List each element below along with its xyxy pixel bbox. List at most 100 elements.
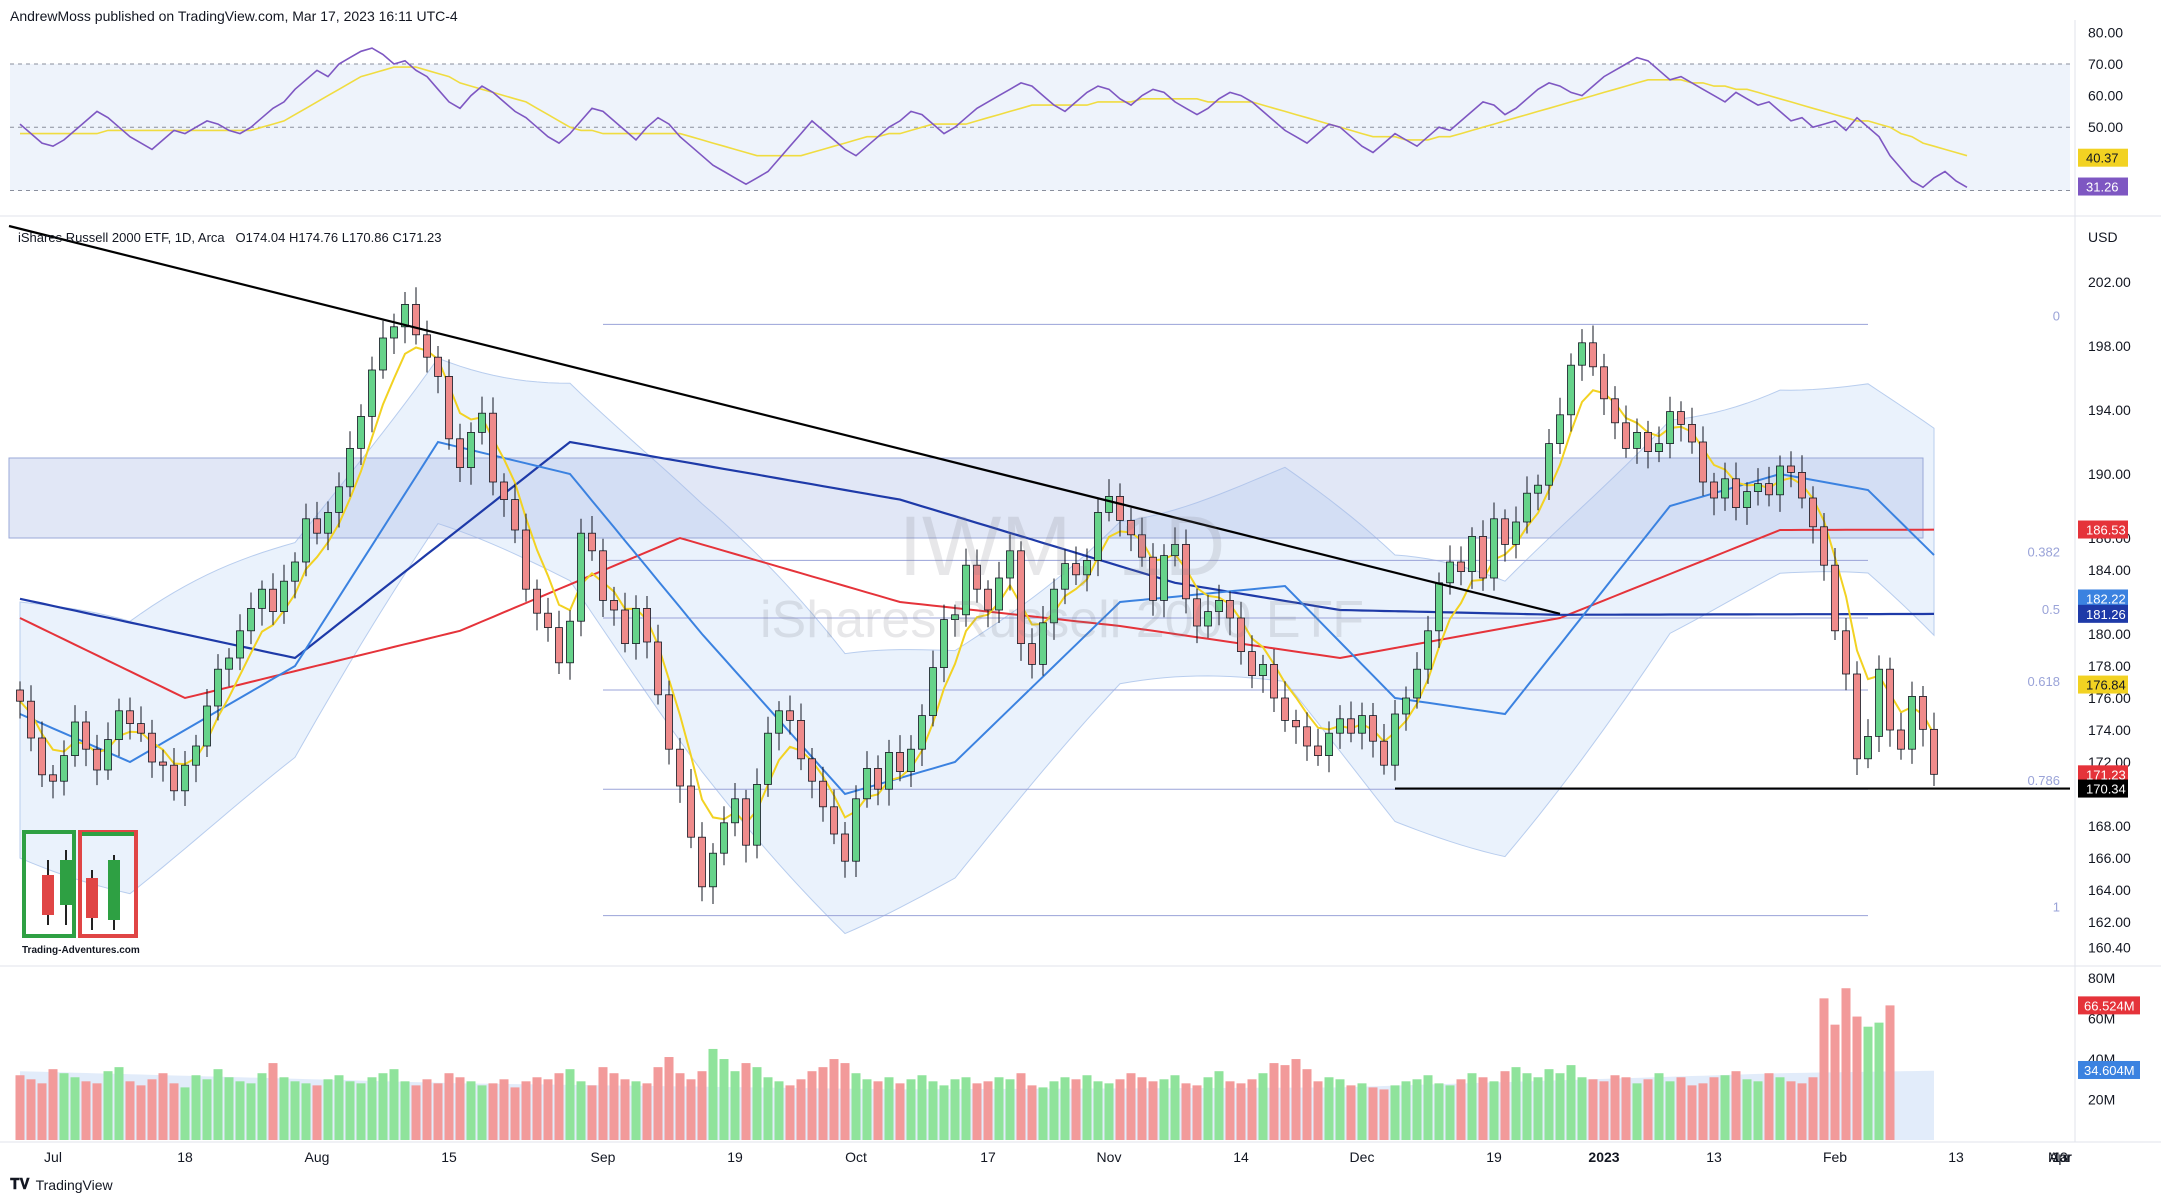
candle-body [1347,718,1355,734]
volume-bar [356,1083,366,1140]
candle-body [852,798,860,862]
volume-bar [26,1079,36,1140]
rsi-line [19,47,1968,189]
candle-body [1105,495,1113,513]
volume-bar [400,1081,410,1140]
volume-bars [15,988,1895,1140]
candle-body [830,806,838,835]
volume-bar [1005,1079,1015,1140]
volume-bar [114,1067,124,1140]
candle-body [1842,630,1850,675]
rsi-tick-label: 70.00 [2088,56,2123,72]
volume-bar [807,1071,817,1140]
volume-bar [1137,1077,1147,1140]
candle-body [698,836,706,888]
candle-body [1138,534,1146,558]
volume-bar [1093,1081,1103,1140]
volume-bar [1654,1073,1664,1140]
volume-bar [1434,1083,1444,1140]
candle-body [819,780,827,808]
time-tick-label: 19 [727,1149,743,1165]
price-tick-label: 176.00 [2088,690,2131,706]
candle-body [1303,726,1311,747]
candle-body [1402,697,1410,715]
volume-bar [906,1079,916,1140]
candle-body [104,739,112,771]
time-tick-label: 2023 [1588,1149,1619,1165]
price-tick-label: 160.40 [2088,940,2131,956]
candle-body [1622,422,1630,449]
candle-body [1061,563,1069,590]
candle-body [1710,481,1718,499]
price-tick-label: 180.00 [2088,626,2131,642]
volume-bar [1423,1075,1433,1140]
volume-bar [719,1059,729,1140]
candle-body [566,620,574,664]
volume-bar [1247,1079,1257,1140]
candle-body [280,580,288,613]
volume-bar [510,1087,520,1140]
candle-body [654,641,662,696]
volume-bar [1500,1071,1510,1140]
publisher-line: AndrewMoss published on TradingView.com,… [10,8,458,24]
candle-body [1633,431,1641,449]
volume-bar [1555,1073,1565,1140]
candle-body [115,710,123,740]
candle-body [995,577,1003,611]
price-tick-label: 174.00 [2088,722,2131,738]
candle-body [1677,411,1685,425]
candle-body [390,326,398,339]
candle-body [258,588,266,609]
volume-bar [565,1069,575,1140]
candle-body [423,334,431,358]
volume-bar [1291,1059,1301,1140]
candle-body [533,588,541,614]
volume-bar [532,1077,542,1140]
candle-body [687,785,695,838]
candle-body [335,486,343,513]
candle-body [1358,715,1366,734]
candle-body [753,784,761,846]
candle-body [1479,536,1487,579]
time-tick-label: 13 [1706,1149,1722,1165]
price-tick-label: 184.00 [2088,562,2131,578]
price-tag-box [2078,675,2128,694]
volume-tick-label: 80M [2088,970,2115,986]
candle-body [1237,617,1245,652]
volume-bar [1698,1083,1708,1140]
time-tick-label: Feb [1823,1149,1847,1165]
candle-body [841,833,849,862]
candle-body [1490,518,1498,579]
volume-bar [521,1081,531,1140]
price-tick-label: 194.00 [2088,402,2131,418]
candle-body [522,529,530,590]
volume-bar [686,1079,696,1140]
candle-body [1897,729,1905,750]
brand-candles-icon [22,830,138,938]
candle-body [1314,745,1322,756]
candle-body [445,375,453,440]
volume-bar [950,1079,960,1140]
volume-bar [1478,1077,1488,1140]
tradingview-footer[interactable]: 𝐓𝐕 TradingView [10,1176,113,1193]
volume-tick-label: 60M [2088,1011,2115,1027]
candle-body [93,748,101,771]
volume-bar [158,1073,168,1140]
volume-bar [1797,1083,1807,1140]
volume-bar [1720,1075,1730,1140]
volume-bar [1544,1069,1554,1140]
candle-body [984,588,992,611]
volume-bar [246,1083,256,1140]
volume-bar [136,1085,146,1140]
candle-body [1556,414,1564,444]
candle-body [1028,643,1036,665]
volume-bar [873,1081,883,1140]
volume-bar [1049,1081,1059,1140]
candle-body [1182,544,1190,600]
volume-bar [279,1077,289,1140]
candle-body [1743,491,1751,509]
volume-bar [1885,1005,1895,1140]
candle-body [137,723,145,734]
symbol-legend[interactable]: iShares Russell 2000 ETF, 1D, Arca O174.… [18,230,442,245]
